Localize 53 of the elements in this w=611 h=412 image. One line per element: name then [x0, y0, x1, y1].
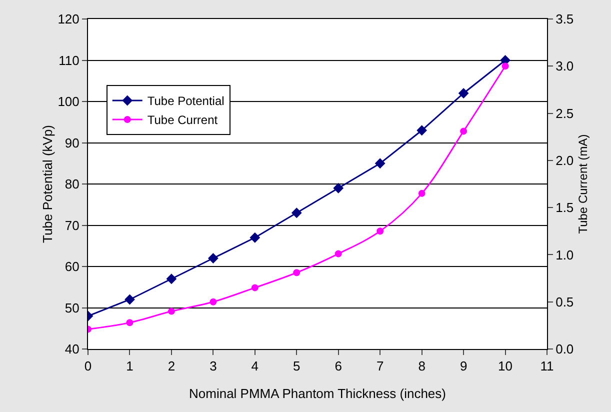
y2-tick-label: 2.5 [556, 106, 574, 121]
point [334, 250, 342, 258]
y2-tick-label: 2.0 [556, 152, 574, 168]
y2-tick-label: 3.5 [556, 12, 574, 27]
y-tick-label: 120 [58, 12, 80, 27]
point [124, 294, 135, 305]
x-axis-title: Nominal PMMA Phantom Thickness (inches) [189, 386, 446, 401]
point [168, 308, 175, 315]
point [376, 228, 384, 235]
y-tick-label: 80 [64, 176, 80, 192]
x-tick-label: 1 [126, 358, 134, 374]
point [293, 269, 300, 276]
point [416, 125, 428, 136]
y2-axis-title: Tube Current (mA) [576, 134, 590, 234]
point [374, 158, 386, 169]
y-tick-label: 90 [64, 135, 80, 150]
point [502, 62, 509, 70]
point [250, 232, 260, 243]
y2-tick-label: 0.5 [556, 294, 574, 310]
point [291, 208, 302, 218]
x-tick-label: 11 [540, 358, 554, 374]
y-tick-label: 70 [64, 218, 80, 233]
point [126, 319, 134, 326]
x-tick-label: 0 [84, 358, 92, 374]
point [251, 284, 258, 292]
y2-tick-label: 3.0 [556, 58, 574, 74]
y-tick-label: 40 [64, 342, 80, 357]
x-tick-label: 5 [293, 358, 300, 374]
point [210, 298, 217, 306]
point [166, 274, 177, 284]
point [418, 190, 426, 197]
y2-tick-label: 1.5 [556, 200, 574, 216]
x-tick-label: 6 [334, 358, 342, 374]
y2-tick-label: 1.0 [556, 247, 574, 262]
point [333, 182, 344, 194]
x-tick-label: 9 [460, 358, 468, 374]
x-tick-label: 10 [498, 358, 513, 374]
x-tick-label: 7 [376, 358, 384, 374]
y-tick-label: 100 [58, 94, 80, 110]
point [460, 128, 468, 135]
y-tick-label: 110 [58, 52, 80, 68]
x-tick-label: 3 [210, 358, 217, 374]
point [458, 88, 469, 98]
y2-tick-label: 0.0 [556, 342, 574, 357]
y-axis-title: Tube Potential (kVp) [40, 124, 55, 244]
y-tick-label: 60 [64, 259, 80, 274]
x-tick-label: 8 [418, 358, 426, 374]
y-tick-label: 50 [64, 300, 80, 316]
legend-label: Tube Current [147, 113, 218, 128]
x-tick-label: 4 [251, 358, 259, 374]
legend-label: Tube Potential [147, 94, 224, 108]
x-tick-label: 2 [168, 358, 176, 374]
point [208, 253, 218, 264]
